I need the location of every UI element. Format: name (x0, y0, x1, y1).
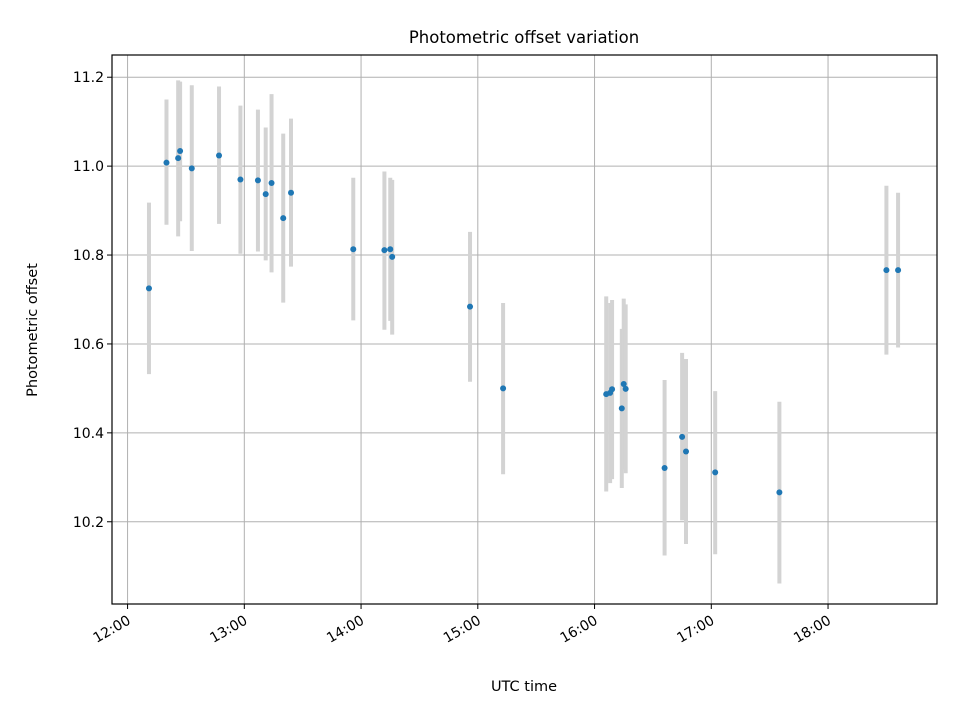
data-point (280, 215, 287, 222)
y-tick-label: 11.0 (73, 159, 104, 175)
data-point (387, 246, 394, 253)
y-axis-label: Photometric offset (25, 263, 41, 397)
data-point (163, 159, 170, 166)
data-point (622, 385, 629, 392)
y-tick-label: 10.2 (73, 515, 104, 531)
data-point (216, 152, 223, 159)
plot-area-frame (111, 54, 938, 605)
y-tick-label: 10.6 (73, 337, 104, 353)
data-point (268, 180, 275, 187)
data-point (712, 469, 719, 476)
grid (112, 55, 937, 604)
data-point (254, 177, 261, 184)
data-point (609, 386, 616, 393)
data-point (679, 433, 686, 440)
data-point (288, 189, 295, 196)
data-point (883, 267, 890, 274)
data-point (895, 267, 902, 274)
data-point (500, 385, 507, 392)
data-point (467, 303, 474, 310)
data-points (145, 148, 902, 496)
data-point (661, 464, 668, 471)
data-point (618, 405, 625, 412)
data-point (350, 246, 357, 253)
chart-title: Photometric offset variation (409, 28, 639, 47)
data-point (188, 165, 195, 172)
data-point (262, 191, 269, 198)
data-point (381, 247, 388, 254)
y-tick-label: 11.2 (73, 70, 104, 86)
y-tick-label: 10.8 (73, 248, 104, 264)
data-point (682, 448, 689, 455)
data-point (776, 489, 783, 496)
x-axis-label: UTC time (491, 679, 557, 695)
data-point (389, 253, 396, 260)
data-point (175, 155, 182, 162)
data-point (620, 380, 627, 387)
data-point (177, 148, 184, 155)
y-tick-label: 10.4 (73, 426, 104, 442)
y-axis: 10.2 10.4 10.6 10.8 11.0 11.2 (73, 70, 112, 531)
data-point (237, 176, 244, 183)
data-point (145, 285, 152, 292)
